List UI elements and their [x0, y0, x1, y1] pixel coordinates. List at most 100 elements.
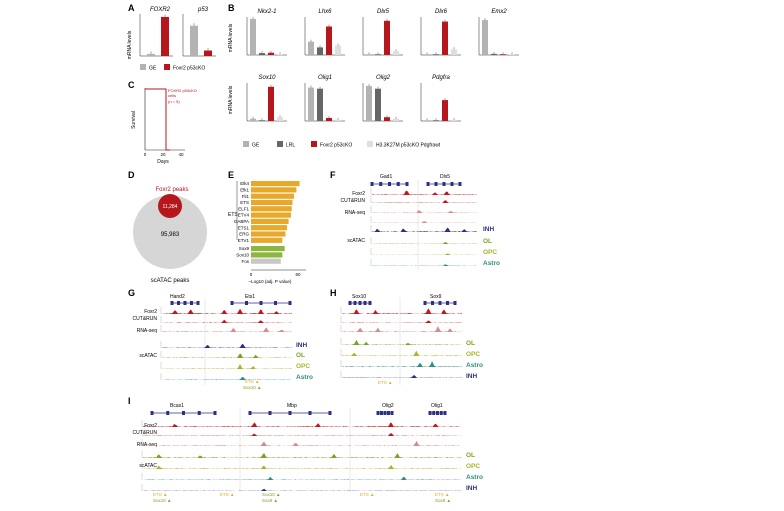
track-label-scatac: scATAC	[139, 353, 157, 359]
gene-model-exon	[213, 411, 217, 415]
gene-model-exon	[248, 411, 252, 415]
bar	[433, 54, 439, 55]
gene-model-exon	[196, 301, 200, 305]
bar	[268, 52, 274, 55]
bar	[335, 45, 341, 55]
track-label-rnaseq: RNA-seq	[345, 210, 366, 216]
signal-track	[143, 422, 461, 427]
bar	[308, 87, 314, 121]
signal-track	[162, 343, 292, 348]
gene-label: Olig1	[318, 75, 332, 81]
track-label-foxr2: Foxr2	[352, 191, 365, 197]
gene-label: Pdgfra	[432, 75, 450, 81]
panel-b-ylabel-row1: mRNA levels	[228, 23, 234, 52]
signal-track	[372, 200, 477, 203]
bar	[500, 54, 506, 55]
factor-label: Elk1	[240, 188, 249, 193]
motif-label-sox10: Sox10 ▲	[243, 385, 261, 390]
gene-label: Dlx6	[435, 9, 448, 15]
gene-model-exon	[423, 301, 427, 305]
signal-track	[372, 190, 477, 195]
celltype-label-opc: OPC	[296, 363, 310, 370]
motif-label-ets: ETS ▲	[360, 492, 374, 497]
factor-bar	[251, 187, 297, 193]
panel-i-letter: I	[128, 396, 131, 406]
panel-c: C Survival FOXR2 p53cKO cells (n = 5) 0 …	[128, 80, 197, 165]
bar	[509, 54, 515, 55]
motif-label-ets: ETS ▲	[220, 492, 234, 497]
celltype-label-ol: OL	[296, 352, 305, 359]
factor-bar	[251, 252, 283, 258]
signal-track	[372, 227, 477, 232]
panel-c-annotation-1: FOXR2 p53cKO	[168, 88, 197, 93]
gene-label: Nkx2-1	[257, 9, 276, 15]
panel-e-xtick-60: 60	[295, 272, 301, 277]
celltype-label-astro: Astro	[296, 374, 313, 381]
celltype-label-inh: INH	[296, 342, 308, 349]
signal-track	[162, 376, 292, 380]
gene-model-exon	[450, 182, 454, 186]
gene-label-olig2: Olig2	[382, 403, 394, 409]
gene-model-exon	[150, 411, 154, 415]
signal-track	[372, 221, 477, 223]
factor-bar	[251, 231, 286, 237]
panel-c-letter: C	[128, 80, 135, 90]
factor-bar	[251, 225, 288, 231]
gene-model-exon	[368, 301, 372, 305]
gene-model-exon	[380, 411, 383, 415]
legend-label-ge: GE	[252, 143, 260, 149]
gene-label: Sox10	[258, 75, 276, 81]
celltype-label-astro: Astro	[483, 260, 500, 267]
gene-label: Olig2	[376, 75, 391, 81]
signal-track	[162, 363, 292, 369]
venn-inner-circle	[158, 194, 182, 218]
track-label-cutrun: CUT&RUN	[133, 430, 158, 436]
bar	[366, 86, 372, 121]
gene-label: Dlx5	[377, 9, 390, 15]
panel-b-legend: GE LRL Foxr2 p53cKO H3.3K27M p53cKO Pdgf…	[243, 141, 441, 149]
panel-a-bars	[139, 14, 216, 57]
gene-model-exon	[268, 411, 272, 415]
panel-e-group-label: ETS	[228, 212, 238, 218]
legend-label-h33: H3.3K27M p53cKO Pdgfrawt	[376, 143, 441, 149]
signal-track	[143, 453, 461, 458]
bar	[424, 54, 430, 55]
bar	[451, 49, 457, 55]
motif-label-ets: ETS ▲	[378, 380, 392, 385]
panel-a: A mRNA levels FOXR2 p53 GE Foxr2 p53cKO	[127, 3, 216, 72]
factor-label: ETV1	[238, 238, 250, 243]
panel-d-outer-value: 95,983	[161, 232, 180, 238]
gene-model-exon	[428, 411, 432, 415]
bar	[433, 120, 439, 121]
factor-label: ETS1	[238, 225, 250, 230]
factor-label: Sox10	[236, 253, 249, 258]
celltype-label-inh: INH	[483, 226, 495, 233]
track-label-foxr2: Foxr2	[144, 423, 157, 429]
panel-e-xtick-0: 0	[250, 272, 253, 277]
factor-bar	[251, 212, 291, 218]
bar	[335, 119, 341, 121]
signal-track	[342, 339, 462, 345]
gene-model-exon	[363, 301, 367, 305]
panel-f-letter: F	[330, 170, 336, 180]
celltype-label-opc: OPC	[466, 351, 480, 358]
panel-e: E ETS Elk4Elk1Fli1ETSELF1ETV4GABPAETS1ER…	[228, 170, 306, 284]
gene-model-exon	[390, 411, 394, 415]
gene-model-exon	[370, 182, 374, 186]
panel-c-ylabel: Survival	[131, 111, 137, 129]
bar	[317, 88, 323, 121]
venn-outer-circle	[133, 195, 207, 269]
panel-d-footer: scATAC peaks	[151, 278, 190, 284]
legend-label-ge: GE	[149, 66, 157, 72]
panel-d-letter: D	[128, 170, 135, 180]
factor-bar	[251, 218, 289, 224]
bar	[250, 18, 256, 55]
celltype-label-astro: Astro	[466, 362, 483, 369]
track-label-scatac: scATAC	[139, 463, 157, 469]
panel-c-xlabel: Days	[157, 159, 169, 165]
panel-b-letter: B	[228, 3, 235, 13]
panel-g-tracks	[160, 298, 292, 385]
signal-track	[342, 350, 462, 356]
